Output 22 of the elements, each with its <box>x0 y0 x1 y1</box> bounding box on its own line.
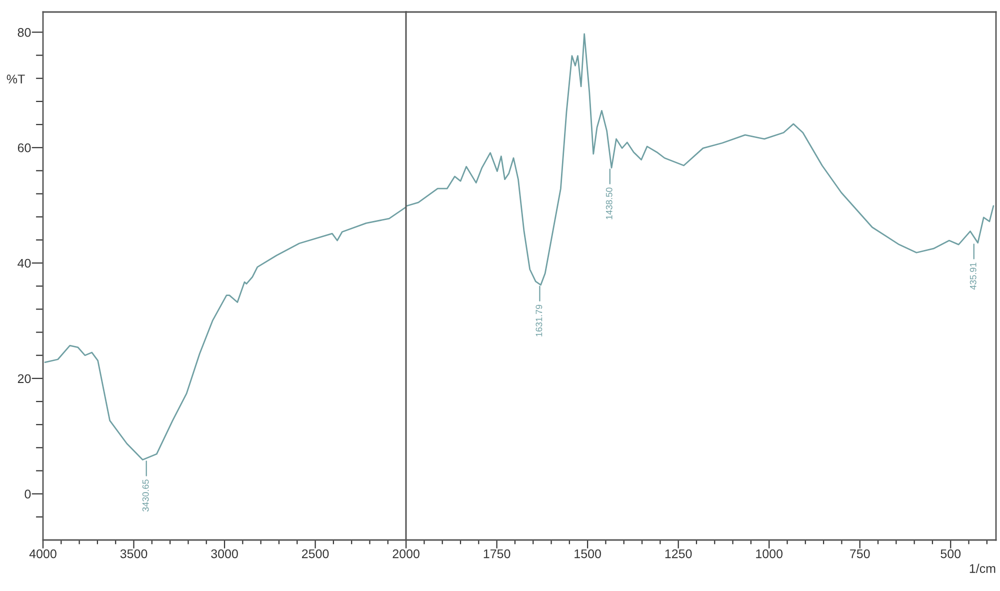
y-axis-title: %T <box>6 74 25 84</box>
x-tick-label: 750 <box>850 549 870 558</box>
x-tick-label: 1250 <box>665 549 692 558</box>
annotation: 435.91 <box>970 262 976 290</box>
x-tick-label: 500 <box>940 549 961 558</box>
x-tick-label: 3500 <box>120 549 148 558</box>
x-tick-label: 1750 <box>484 549 510 558</box>
annotation: 1631.79 <box>536 304 542 336</box>
y-tick-label: 40 <box>18 258 31 268</box>
x-tick-label: 3000 <box>211 549 238 558</box>
annotation: 3430.65 <box>142 480 149 512</box>
x-tick-label: 4000 <box>29 549 56 558</box>
y-tick-label: 0 <box>24 490 31 498</box>
y-tick-label: 80 <box>18 28 31 37</box>
x-tick-label: 2500 <box>302 549 329 558</box>
x-tick-label: 1500 <box>574 549 601 558</box>
x-axis-title: 1/cm <box>970 564 996 573</box>
annotation: 1438.50 <box>606 188 612 220</box>
x-tick-label: 1000 <box>756 549 783 558</box>
y-tick-label: 20 <box>18 374 31 384</box>
y-tick-label: 60 <box>18 143 31 152</box>
x-tick-label: 2000 <box>392 549 420 558</box>
